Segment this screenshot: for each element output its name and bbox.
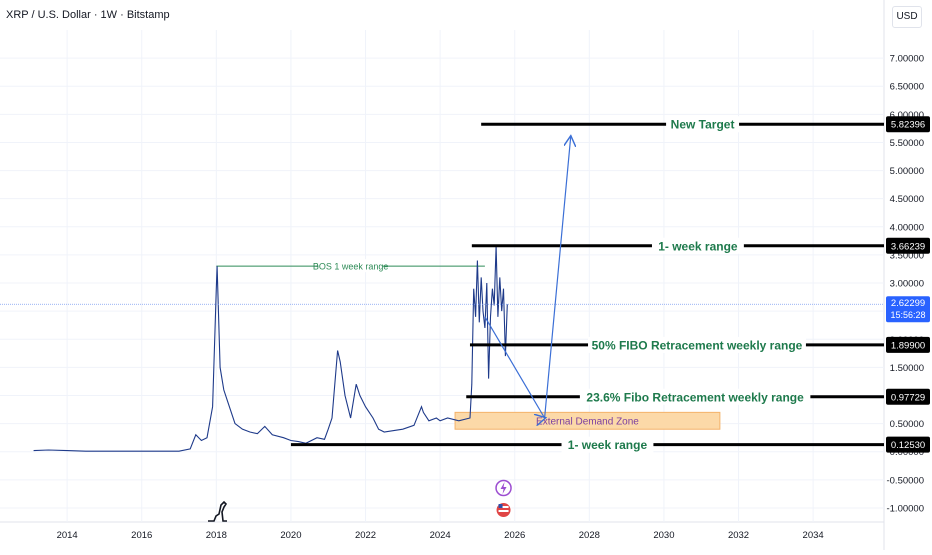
level-label: 50% FIBO Retracement weekly range (592, 338, 803, 352)
level-price-label: 5.82396 (891, 120, 925, 131)
time-tick-label: 2022 (355, 530, 376, 541)
demand-zone-label: External Demand Zone (536, 416, 639, 427)
time-tick-label: 2026 (504, 530, 525, 541)
dino-logo-icon (208, 500, 228, 522)
level-label-bg (561, 436, 654, 453)
flag-stripe (498, 510, 509, 512)
symbol-title[interactable]: XRP / U.S. Dollar · 1W · Bitstamp (6, 9, 170, 21)
currency-button[interactable]: USD (892, 6, 922, 28)
price-tick-label: 4.00000 (890, 222, 924, 233)
level-price-tag (886, 237, 930, 254)
price-tick-label: 6.00000 (890, 110, 924, 121)
flag-canton (498, 504, 503, 508)
bos-label: BOS 1 week range (313, 262, 389, 272)
time-tick-label: 2016 (131, 530, 152, 541)
last-price-label: 2.62299 (891, 298, 925, 309)
last-price-tag (886, 296, 930, 323)
flag-stripe (498, 506, 509, 508)
level-label-bg (579, 388, 811, 405)
level-price-label: 0.97729 (891, 392, 925, 403)
price-tick-label: 5.50000 (890, 138, 924, 149)
price-tick-label: 0.50000 (890, 419, 924, 430)
level-price-label: 1.89900 (891, 340, 925, 351)
demand-zone-box (454, 411, 721, 430)
price-tick-label: -1.00000 (886, 503, 924, 514)
level-label: New Target (671, 118, 735, 132)
price-tick-label: 7.00000 (890, 54, 924, 65)
level-price-label: 3.66239 (891, 241, 925, 252)
level-label: 1- week range (568, 438, 648, 452)
price-tick-label: 4.50000 (890, 194, 924, 205)
level-label: 1- week range (658, 239, 738, 253)
time-tick-label: 2020 (280, 530, 301, 541)
level-price-tag (886, 336, 930, 353)
price-tick-label: 3.50000 (890, 250, 924, 261)
price-series-line (33, 245, 508, 452)
lightning-glyph (500, 482, 507, 494)
level-price-tag (886, 436, 930, 453)
level-price-label: 0.12530 (891, 440, 925, 451)
price-tick-label: 0.00000 (890, 447, 924, 458)
price-tick-label: 1.50000 (890, 363, 924, 374)
price-tick-label: 6.50000 (890, 82, 924, 93)
level-price-tag (886, 116, 930, 133)
time-tick-label: 2024 (430, 530, 451, 541)
level-label-bg (651, 237, 744, 254)
time-tick-label: 2032 (728, 530, 749, 541)
time-tick-label: 2030 (653, 530, 674, 541)
price-tick-label: -0.50000 (886, 475, 924, 486)
level-label-bg (666, 116, 740, 133)
last-price-countdown: 15:56:28 (890, 310, 925, 320)
bos-label-bg (318, 259, 383, 273)
time-tick-label: 2014 (57, 530, 78, 541)
time-tick-label: 2034 (803, 530, 824, 541)
time-tick-label: 2028 (579, 530, 600, 541)
level-price-tag (886, 388, 930, 405)
price-tick-label: 5.00000 (890, 166, 924, 177)
projection-arrow (484, 137, 571, 418)
level-label: 23.6% Fibo Retracement weekly range (586, 390, 804, 404)
price-tick-label: 3.00000 (890, 279, 924, 290)
time-tick-label: 2018 (206, 530, 227, 541)
level-label-bg (588, 336, 806, 353)
